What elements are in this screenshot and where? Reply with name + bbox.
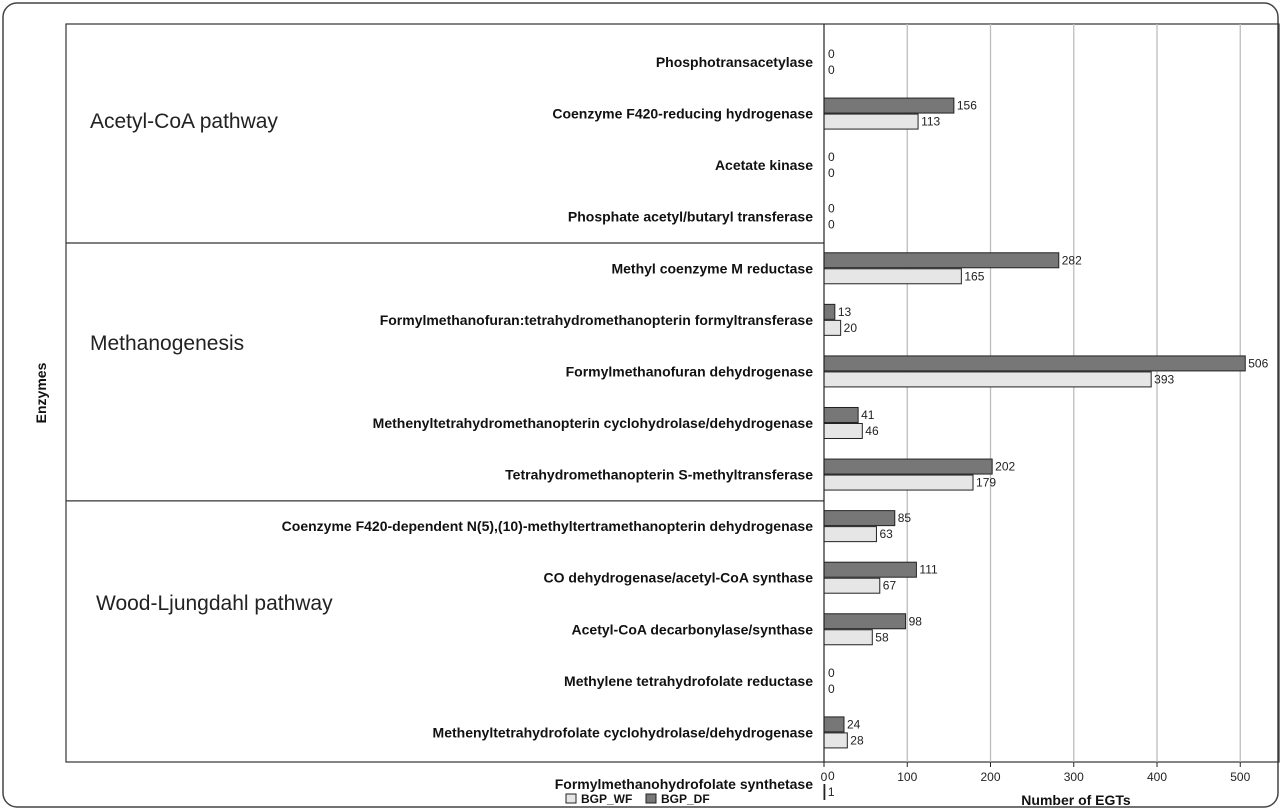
labels-layer: Acetyl-CoA pathway Methanogenesis Wood-Lju… (90, 47, 1269, 799)
data-label-BGP_WF: 0 (828, 682, 835, 696)
category-label: Phosphotransacetylase (656, 54, 813, 70)
data-label-BGP_WF: 1 (828, 785, 835, 799)
data-label-BGP_DF: 13 (838, 305, 852, 319)
data-label-BGP_WF: 67 (883, 579, 897, 593)
bar-BGP_DF (823, 561, 917, 578)
data-label-BGP_DF: 98 (909, 614, 923, 628)
category-label: CO dehydrogenase/acetyl-CoA synthase (544, 570, 814, 586)
group-label: Methanogenesis (90, 332, 244, 355)
x-tick-label: 0 (821, 770, 828, 784)
group-label: Wood-Ljungdahl pathway (96, 592, 333, 615)
category-label: Phosphate acetyl/butaryl transferase (568, 209, 813, 225)
data-label-BGP_WF: 58 (875, 630, 889, 644)
bar-BGP_WF (823, 732, 848, 749)
bar-BGP_DF (823, 458, 993, 475)
y-axis-label: Enzymes (33, 362, 49, 423)
category-label: Tetrahydromethanopterin S-methyltransfer… (505, 467, 813, 483)
data-label-BGP_WF: 0 (828, 166, 835, 180)
data-label-BGP_WF: 63 (879, 527, 893, 541)
bar-BGP_WF (823, 577, 881, 594)
bar-BGP_DF (823, 355, 1246, 372)
x-axis-label: Number of EGTs (1021, 792, 1131, 808)
bar-BGP_WF (823, 526, 877, 543)
category-label: Methylene tetrahydrofolate reductase (564, 673, 813, 689)
bar-BGP_DF (823, 406, 859, 423)
data-label-BGP_WF: 113 (921, 115, 940, 129)
data-label-BGP_DF: 506 (1248, 356, 1268, 370)
bar-BGP_WF (823, 629, 873, 646)
bar-BGP_DF (823, 613, 907, 630)
category-label: Formylmethanohydrofolate synthetase (555, 776, 813, 792)
data-label-BGP_WF: 393 (1154, 372, 1174, 386)
data-label-BGP_DF: 0 (828, 202, 835, 216)
bar-BGP_WF (823, 268, 962, 285)
x-tick-label: 400 (1147, 770, 1167, 784)
legend: BGP_WF BGP_DF (565, 792, 710, 806)
bar-BGP_DF (823, 303, 836, 320)
data-label-BGP_WF: 20 (844, 321, 858, 335)
category-label: Methenyltetrahydrofolate cyclohydrolase/… (433, 724, 814, 740)
bar-BGP_DF (823, 252, 1060, 269)
x-tick-label: 500 (1230, 770, 1250, 784)
data-label-BGP_DF: 202 (995, 460, 1015, 474)
data-label-BGP_DF: 156 (957, 99, 977, 113)
bar-BGP_DF (823, 510, 896, 527)
category-label: Acetate kinase (715, 157, 813, 173)
data-label-BGP_WF: 46 (865, 424, 879, 438)
legend-swatch (565, 793, 577, 804)
data-label-BGP_DF: 24 (847, 717, 861, 731)
data-label-BGP_DF: 0 (828, 150, 835, 164)
data-label-BGP_DF: 111 (919, 563, 938, 577)
legend-label: BGP_WF (581, 792, 632, 806)
data-label-BGP_DF: 41 (861, 408, 875, 422)
category-label: Coenzyme F420-dependent N(5),(10)-methyl… (282, 518, 814, 534)
data-label-BGP_DF: 85 (898, 511, 912, 525)
bar-BGP_WF (823, 783, 826, 800)
data-label-BGP_WF: 165 (964, 269, 984, 283)
x-tick-label: 200 (980, 770, 1000, 784)
data-label-BGP_WF: 0 (828, 63, 835, 77)
data-label-BGP_DF: 0 (828, 769, 835, 783)
bar-BGP_WF (823, 113, 919, 130)
category-label: Methenyltetrahydromethanopterin cyclohyd… (373, 415, 814, 431)
group-separators (66, 242, 824, 502)
category-label: Coenzyme F420-reducing hydrogenase (552, 106, 813, 122)
legend-label: BGP_DF (661, 792, 710, 806)
plot-border (65, 23, 1280, 763)
bar-BGP_WF (823, 371, 1152, 388)
data-label-BGP_DF: 0 (828, 666, 835, 680)
data-label-BGP_WF: 0 (828, 218, 835, 232)
bar-BGP_WF (823, 474, 974, 491)
data-label-BGP_DF: 0 (828, 47, 835, 61)
bar-BGP_DF (823, 97, 955, 114)
category-label: Formylmethanofuran:tetrahydromethanopter… (380, 312, 814, 328)
group-label: Acetyl-CoA pathway (90, 110, 278, 133)
data-label-BGP_WF: 28 (850, 733, 864, 747)
bar-BGP_DF (823, 716, 845, 733)
data-label-BGP_DF: 282 (1062, 253, 1082, 267)
category-label: Acetyl-CoA decarbonylase/synthase (572, 621, 814, 637)
x-tick-label: 300 (1064, 770, 1084, 784)
data-label-BGP_WF: 179 (976, 476, 996, 490)
bar-BGP_WF (823, 422, 863, 439)
category-label: Formylmethanofuran dehydrogenase (566, 363, 814, 379)
grid-layer: 0 100 200 300 400 500 (821, 24, 1251, 784)
bar-BGP_WF (823, 319, 842, 336)
legend-swatch (645, 793, 657, 804)
category-label: Methyl coenzyme M reductase (611, 260, 813, 276)
x-tick-label: 100 (897, 770, 917, 784)
